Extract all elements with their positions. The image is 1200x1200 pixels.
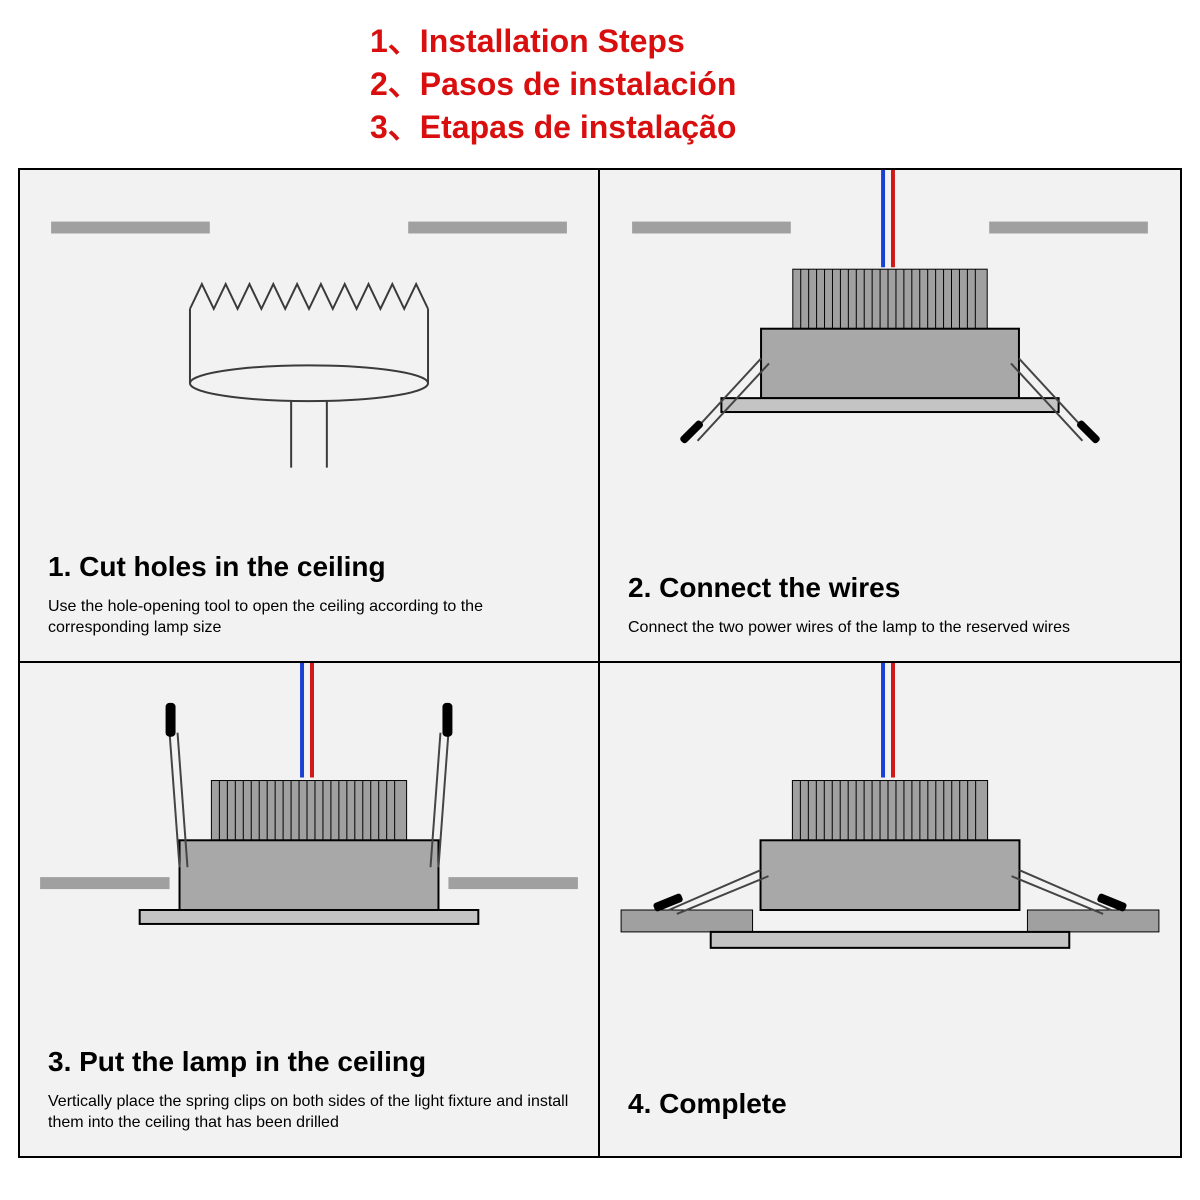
panel-4-title: 4. Complete	[628, 1088, 1152, 1120]
header: 1、Installation Steps 2、Pasos de instalac…	[0, 0, 1200, 168]
panel-1-title: 1. Cut holes in the ceiling	[48, 551, 570, 583]
panel-3-desc: Vertically place the spring clips on bot…	[48, 1092, 570, 1134]
header-line-3: 3、Etapas de instalação	[370, 106, 1200, 149]
panel-3: 3. Put the lamp in the ceiling Verticall…	[20, 663, 600, 1156]
panel-4: 4. Complete	[600, 663, 1180, 1156]
panel-1: 1. Cut holes in the ceiling Use the hole…	[20, 170, 600, 663]
panel-3-title: 3. Put the lamp in the ceiling	[48, 1046, 570, 1078]
panel-3-caption: 3. Put the lamp in the ceiling Verticall…	[48, 1046, 570, 1134]
panel-2: 2. Connect the wires Connect the two pow…	[600, 170, 1180, 663]
panel-2-caption: 2. Connect the wires Connect the two pow…	[628, 572, 1152, 639]
header-line-2: 2、Pasos de instalación	[370, 63, 1200, 106]
panel-2-title: 2. Connect the wires	[628, 572, 1152, 604]
page: 1、Installation Steps 2、Pasos de instalac…	[0, 0, 1200, 1200]
panel-4-caption: 4. Complete	[628, 1088, 1152, 1134]
heatsink	[793, 269, 987, 329]
panel-1-caption: 1. Cut holes in the ceiling Use the hole…	[48, 551, 570, 639]
panel-1-desc: Use the hole-opening tool to open the ce…	[48, 597, 570, 639]
panel-2-desc: Connect the two power wires of the lamp …	[628, 618, 1152, 639]
steps-grid: 1. Cut holes in the ceiling Use the hole…	[18, 168, 1182, 1158]
diagram-complete	[600, 663, 1180, 1156]
header-line-1: 1、Installation Steps	[370, 20, 1200, 63]
